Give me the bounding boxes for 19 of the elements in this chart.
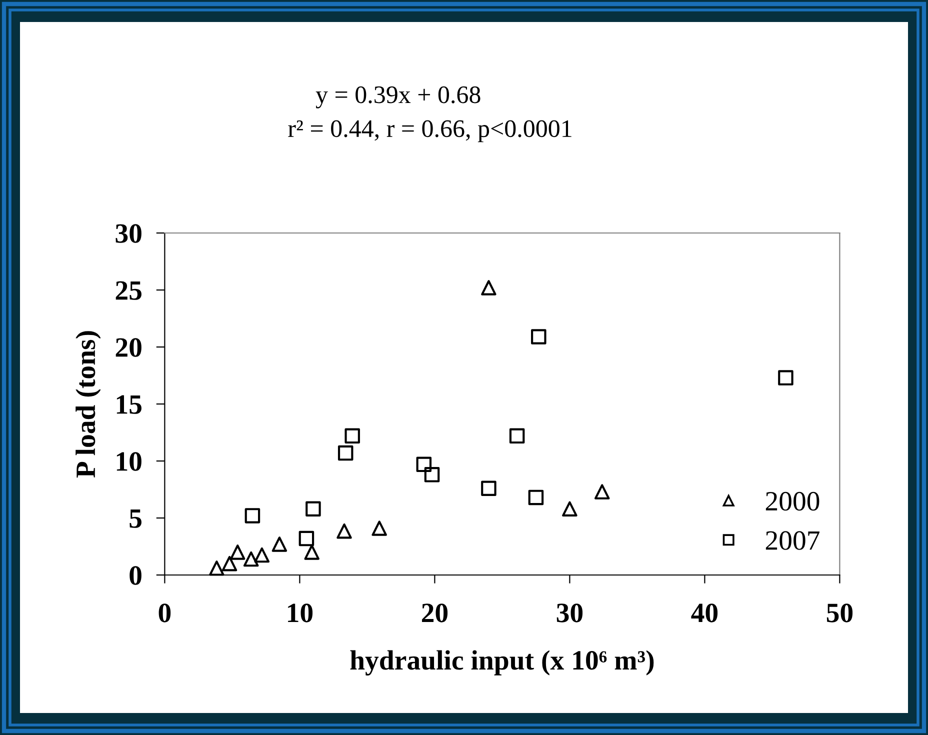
- legend-label: 2007: [766, 531, 820, 550]
- x-tick-label: 10: [288, 604, 313, 622]
- text: r² = 0.44, r = 0.66, p<0.0001: [288, 120, 572, 142]
- x-tick-label: 50: [826, 604, 853, 622]
- x-tick-label: 30: [556, 604, 583, 622]
- y-tick-label: 20: [116, 338, 142, 357]
- y-tick-label: 10: [116, 452, 142, 471]
- y-tick-label: 5: [130, 509, 142, 528]
- x-tick-label: 40: [691, 604, 718, 622]
- x-tick-label: 20: [422, 604, 448, 622]
- text: y = 0.39x + 0.68: [316, 86, 480, 108]
- y-axis-title: P load (tons): [76, 331, 101, 478]
- x-axis-title: hydraulic input (x 10⁶ m³): [350, 650, 654, 676]
- x-tick-label: 0: [158, 604, 171, 622]
- legend-label: 2000: [766, 492, 820, 511]
- y-tick-label: 0: [130, 566, 142, 585]
- y-tick-label: 15: [116, 395, 142, 414]
- y-tick-label: 25: [116, 281, 142, 300]
- y-tick-label: 30: [116, 224, 142, 243]
